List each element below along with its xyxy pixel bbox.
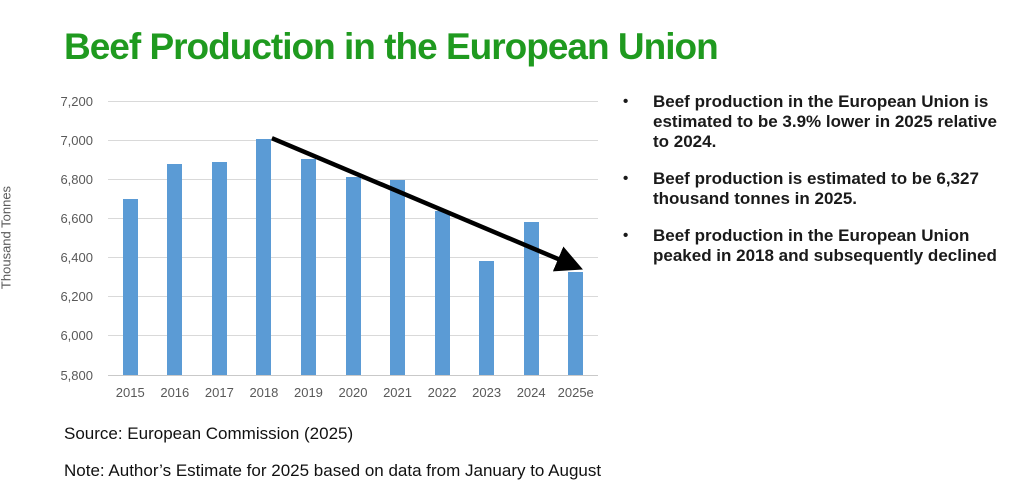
- y-axis-title: Thousand Tonnes: [0, 185, 14, 290]
- bar-2015: [122, 198, 138, 375]
- y-axis-tick-label: 7,000: [60, 132, 93, 148]
- x-axis-tick-label: 2020: [338, 385, 368, 400]
- bar-2022: [434, 210, 450, 375]
- x-axis-tick-label: 2024: [516, 385, 546, 400]
- page-title: Beef Production in the European Union: [64, 26, 719, 67]
- x-axis-tick-label: 2017: [204, 385, 234, 400]
- y-axis-tick-label: 6,800: [60, 171, 93, 187]
- bar-2018: [256, 139, 272, 375]
- bar-2017: [211, 161, 227, 375]
- y-axis-tick-label: 6,000: [60, 328, 93, 344]
- y-axis-tick-label: 6,400: [60, 250, 93, 266]
- bar-2025e: [568, 271, 584, 375]
- note-text: Note: Author’s Estimate for 2025 based o…: [64, 461, 602, 480]
- x-axis-tick-label: 2015: [115, 385, 145, 400]
- bar-2021: [390, 180, 406, 375]
- bar-2020: [345, 177, 361, 375]
- y-axis-tick-label: 6,600: [60, 210, 93, 226]
- x-axis-tick-label: 2022: [427, 385, 457, 400]
- x-axis-tick-label: 2025e: [557, 385, 594, 400]
- bullet-point: Beef production is estimated to be 6,327…: [621, 169, 1013, 209]
- beef-production-bar-chart: Thousand Tonnes 7,200 7,000 6,800 6,600 6,40…: [0, 93, 598, 400]
- source-text: Source: European Commission (2025): [64, 424, 354, 443]
- gridline: [108, 100, 598, 102]
- x-axis-tick-label: 2018: [249, 385, 279, 400]
- bar-2016: [167, 163, 183, 375]
- gridline: [108, 139, 598, 141]
- x-axis-tick-label: 2019: [293, 385, 323, 400]
- key-points-list: Beef production in the European Union is…: [621, 92, 1013, 283]
- bullet-point: Beef production in the European Union pe…: [621, 226, 1013, 266]
- y-axis-tick-label: 6,200: [60, 289, 93, 305]
- bar-2024: [523, 221, 539, 375]
- bar-2019: [300, 158, 316, 375]
- x-axis-tick-label: 2021: [383, 385, 412, 400]
- y-axis-tick-label: 5,800: [60, 367, 93, 383]
- x-axis-tick-label: 2016: [160, 385, 190, 400]
- y-axis-tick-label: 7,200: [60, 93, 93, 109]
- bullet-point: Beef production in the European Union is…: [621, 92, 1013, 152]
- x-axis-tick-label: 2023: [472, 385, 502, 400]
- bar-2023: [479, 260, 495, 375]
- gridline: [108, 374, 598, 376]
